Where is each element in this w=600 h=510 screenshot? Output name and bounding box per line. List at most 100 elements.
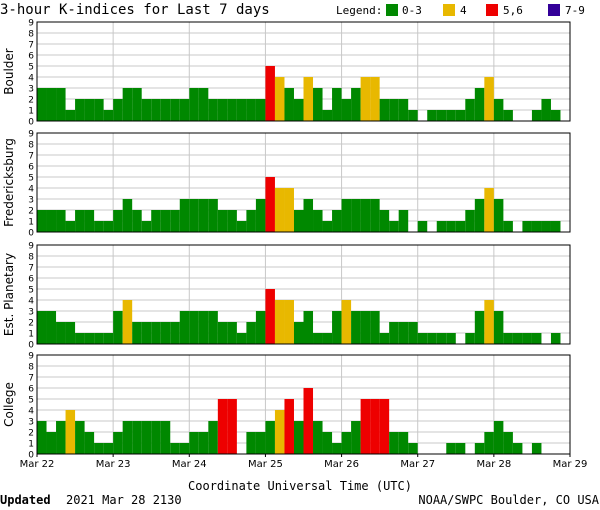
bar-fredericksburg-27 [293, 210, 304, 232]
bar-college-28 [303, 388, 314, 454]
bar-est-planetary-12 [151, 322, 161, 344]
x-tick-label: Mar 26 [324, 459, 359, 470]
bar-fredericksburg-33 [351, 199, 361, 232]
bar-college-50 [512, 443, 523, 454]
bar-fredericksburg-46 [474, 199, 485, 232]
chart-title: 3-hour K-indices for Last 7 days [0, 2, 270, 18]
y-tick-label: 2 [28, 96, 34, 106]
bar-est-planetary-5 [84, 333, 95, 344]
bar-boulder-37 [389, 99, 399, 121]
bar-est-planetary-48 [493, 311, 504, 344]
bar-est-planetary-51 [522, 333, 532, 344]
bar-fredericksburg-15 [179, 199, 190, 232]
bar-boulder-18 [208, 99, 218, 121]
bar-fredericksburg-7 [103, 221, 114, 232]
bar-est-planetary-36 [379, 333, 390, 344]
bar-fredericksburg-1 [46, 210, 57, 232]
bar-boulder-24 [265, 66, 275, 121]
bar-boulder-3 [65, 110, 76, 121]
bar-college-11 [141, 421, 152, 454]
bar-fredericksburg-8 [113, 210, 123, 232]
bar-boulder-21 [236, 99, 247, 121]
bar-boulder-26 [284, 88, 294, 121]
bar-fredericksburg-22 [246, 210, 256, 232]
bar-college-14 [170, 443, 180, 454]
bar-fredericksburg-18 [208, 199, 218, 232]
bar-fredericksburg-34 [360, 199, 371, 232]
y-tick-label: 0 [28, 118, 34, 128]
x-tick-label: Mar 28 [476, 459, 511, 470]
bar-fredericksburg-47 [484, 188, 494, 232]
bar-college-4 [75, 421, 85, 454]
bar-est-planetary-3 [65, 322, 76, 344]
bar-est-planetary-49 [503, 333, 513, 344]
bar-fredericksburg-29 [313, 210, 323, 232]
bar-college-47 [484, 432, 494, 454]
bar-college-39 [408, 443, 418, 454]
y-tick-label: 5 [28, 174, 34, 184]
x-axis-label: Coordinate Universal Time (UTC) [188, 479, 412, 493]
bar-fredericksburg-0 [37, 210, 47, 232]
bar-est-planetary-11 [141, 322, 152, 344]
bar-fredericksburg-4 [75, 210, 85, 232]
bar-college-44 [455, 443, 466, 454]
legend-swatch-0-3 [386, 4, 398, 16]
bar-boulder-28 [303, 77, 314, 121]
bar-college-0 [37, 421, 47, 454]
bar-est-planetary-32 [341, 300, 352, 344]
bar-est-planetary-4 [75, 333, 85, 344]
bar-est-planetary-38 [398, 322, 409, 344]
bar-boulder-38 [398, 99, 409, 121]
bar-college-8 [113, 432, 123, 454]
bar-boulder-14 [170, 99, 180, 121]
bar-fredericksburg-52 [531, 221, 542, 232]
bar-fredericksburg-10 [132, 210, 142, 232]
bar-boulder-29 [313, 88, 323, 121]
bar-boulder-15 [179, 99, 190, 121]
bar-boulder-47 [484, 77, 494, 121]
bar-est-planetary-13 [160, 322, 171, 344]
y-tick-label: 8 [28, 363, 34, 373]
bar-est-planetary-22 [246, 322, 256, 344]
x-tick-label: Mar 29 [553, 459, 588, 470]
bar-est-planetary-15 [179, 311, 190, 344]
bar-est-planetary-39 [408, 322, 418, 344]
bar-est-planetary-41 [427, 333, 437, 344]
y-tick-label: 9 [28, 130, 34, 140]
bar-college-49 [503, 432, 513, 454]
bar-boulder-17 [198, 88, 209, 121]
bar-est-planetary-46 [474, 311, 485, 344]
bar-college-10 [132, 421, 142, 454]
legend-swatch-5-6 [486, 4, 498, 16]
y-tick-label: 6 [28, 52, 34, 62]
bar-est-planetary-45 [465, 333, 475, 344]
bar-boulder-31 [332, 88, 342, 121]
bar-college-35 [370, 399, 380, 454]
y-tick-label: 7 [28, 374, 34, 384]
legend-swatch-7-9 [548, 4, 560, 16]
bar-college-34 [360, 399, 371, 454]
bar-boulder-34 [360, 77, 371, 121]
bar-fredericksburg-49 [503, 221, 513, 232]
legend-text-4: 4 [460, 4, 467, 17]
bar-fredericksburg-42 [436, 221, 447, 232]
bar-est-planetary-29 [313, 333, 323, 344]
source-credit: NOAA/SWPC Boulder, CO USA [418, 493, 599, 507]
legend-item-4: 4 [443, 4, 467, 17]
bar-boulder-4 [75, 99, 85, 121]
bar-boulder-43 [446, 110, 456, 121]
y-tick-label: 1 [28, 330, 34, 340]
panel-frame [36, 244, 571, 345]
x-tick-label: Mar 27 [400, 459, 435, 470]
x-tick-label: Mar 24 [172, 459, 207, 470]
bar-boulder-46 [474, 88, 485, 121]
bar-fredericksburg-14 [170, 210, 180, 232]
bar-fredericksburg-32 [341, 199, 352, 232]
bar-est-planetary-21 [236, 333, 247, 344]
bar-college-24 [265, 421, 275, 454]
bar-fredericksburg-53 [541, 221, 551, 232]
y-tick-label: 7 [28, 152, 34, 162]
bar-college-9 [122, 421, 133, 454]
